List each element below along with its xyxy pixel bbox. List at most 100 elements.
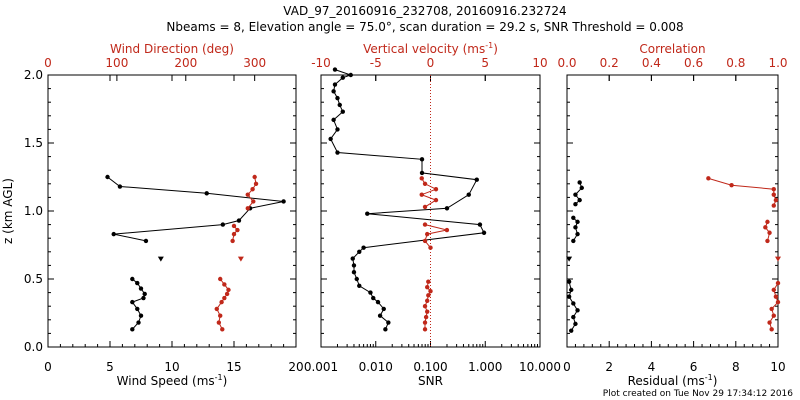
series-2-point [425,284,430,290]
series-1-point [365,211,370,216]
series-2-isolated-point [237,256,244,262]
series-1-point [331,117,336,123]
series-2-point [771,192,776,197]
top-tick-label: -5 [370,56,382,70]
series-1-point [371,295,376,301]
series-2-point [765,238,770,244]
series-2-point [444,227,450,233]
series-1-point [357,283,362,288]
series-1-line [107,176,284,242]
series-1-point [332,82,338,87]
series-1-point [569,287,574,293]
series-1-point [569,328,574,333]
series-1-point [335,127,340,132]
series-1-point [136,320,141,325]
series-2-line [247,176,257,209]
panel-frame [566,74,779,348]
series-2-point [422,204,428,210]
series-1-point [331,89,336,94]
series-2-point [219,299,224,305]
series-2-line [708,177,777,206]
top-tick-label: 0 [427,56,435,70]
series-2-point [773,197,779,203]
series-2-point [422,222,428,227]
series-2-point [769,306,774,312]
series-1-isolated-point [566,256,573,262]
y-tick-label: 0.0 [24,340,43,354]
bottom-tick-label: 10.000 [519,360,561,374]
series-2-point [419,176,424,181]
series-1-point [354,276,359,282]
series-2-line [232,225,239,242]
series-1-point [117,184,123,189]
series-2-point [245,206,250,211]
series-2-point [422,181,428,186]
series-2-point [422,320,428,325]
series-2-point [231,231,237,237]
series-1-point [351,263,357,268]
series-2-point [425,298,430,303]
series-1-point [361,245,366,250]
series-1-point [419,170,425,176]
series-1-point [143,238,149,244]
series-2-point [226,287,231,293]
series-1-point [340,75,345,80]
bottom-tick-label: 0.001 [304,360,338,374]
series-1-point [335,150,340,155]
series-1-point [466,192,471,197]
series-1-point [135,306,140,312]
y-tick-label: 1.5 [24,136,43,150]
bottom-tick-label: 0.100 [413,360,447,374]
series-1-point [386,320,391,325]
series-1-point [575,219,580,225]
series-2-point [767,230,772,235]
bottom-tick-label: 2 [605,360,613,374]
series-1-point [575,231,580,237]
series-1-point [130,276,135,282]
series-2-point [250,187,255,192]
top-tick-label: 0 [44,56,52,70]
bottom-tick-label: 10 [770,360,785,374]
series-1-isolated-point [157,256,164,262]
top-tick-label: 5 [481,56,489,70]
series-2-point [767,320,772,325]
series-2-point [231,223,237,229]
top-tick-label: 1.0 [768,56,787,70]
bottom-axis-label: Wind Speed (ms-1) [117,373,228,388]
series-2-point [775,299,781,305]
series-2-line [216,278,230,330]
series-1-point [579,185,584,191]
series-2-point [222,282,227,287]
top-tick-label: -10 [311,56,331,70]
top-tick-label: 100 [105,56,128,70]
series-1-point [577,197,582,203]
top-axis-label: Correlation [639,42,705,56]
series-1-point [130,327,135,332]
series-1-point [236,218,242,223]
series-2-point [216,320,222,325]
series-1-point [138,313,144,318]
series-1-point [204,191,209,196]
series-2-point [771,187,776,192]
y-axis-label: z (km AGL) [1,178,15,244]
series-1-point [335,95,340,101]
bottom-tick-label: 4 [648,360,656,374]
bottom-tick-label: 8 [732,360,740,374]
series-1-point [138,286,144,291]
series-2-point [251,199,256,204]
series-1-point [130,299,135,305]
top-tick-label: 0.2 [600,56,619,70]
series-2-point [422,238,428,244]
series-1-point [332,67,338,72]
series-2-point [426,293,431,298]
series-2-point [224,291,230,297]
series-1-point [381,306,386,312]
series-2-point [771,313,776,318]
series-2-point [775,280,781,286]
series-1-point [573,192,578,197]
series-2-line [424,224,448,249]
series-2-point [428,245,433,250]
series-1-point [481,230,487,235]
series-2-point [769,327,774,332]
series-1-point [571,301,576,306]
